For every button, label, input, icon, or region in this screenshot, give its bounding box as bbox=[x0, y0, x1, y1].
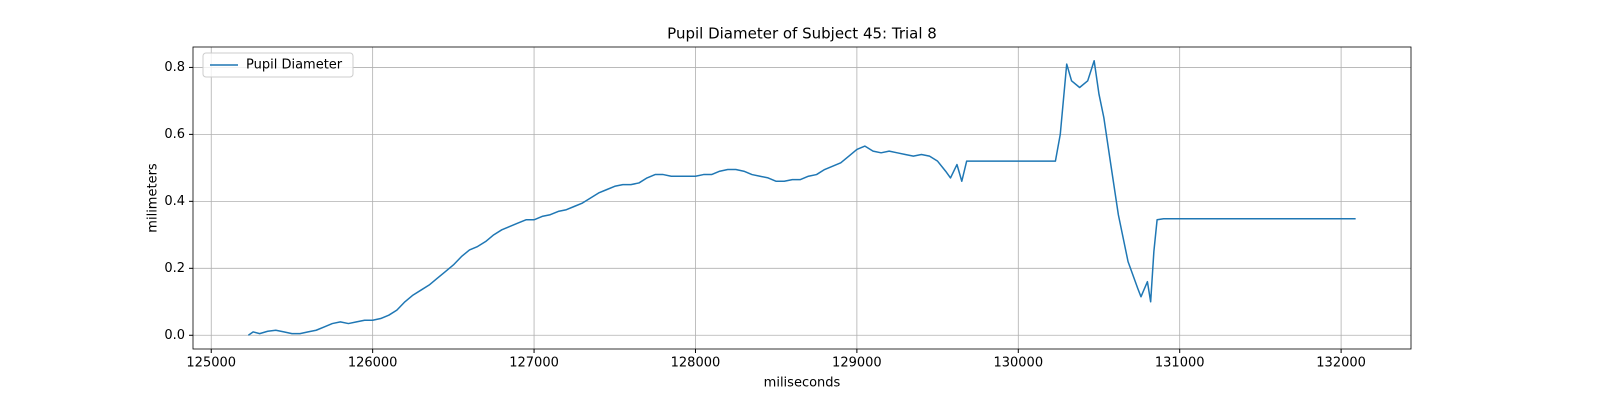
legend: Pupil Diameter bbox=[202, 52, 354, 78]
x-tick-label: 132000 bbox=[1316, 356, 1366, 371]
plot-frame bbox=[192, 46, 1412, 350]
y-axis-label: milimeters bbox=[146, 163, 161, 233]
x-tick-label: 126000 bbox=[348, 356, 398, 371]
x-tick-label: 131000 bbox=[1155, 356, 1205, 371]
data-line bbox=[247, 59, 1356, 336]
y-tick-label: 0.0 bbox=[164, 328, 185, 343]
x-tick-label: 130000 bbox=[993, 356, 1043, 371]
x-axis-label: miliseconds bbox=[764, 376, 841, 391]
y-tick-label: 0.6 bbox=[164, 127, 185, 142]
x-tick-label: 129000 bbox=[832, 356, 882, 371]
x-tick-label: 128000 bbox=[671, 356, 721, 371]
legend-box bbox=[202, 52, 354, 78]
y-tick-label: 0.4 bbox=[164, 194, 185, 209]
x-tick-label: 125000 bbox=[186, 356, 236, 371]
legend-label: Pupil Diameter bbox=[246, 58, 343, 73]
chart-title: Pupil Diameter of Subject 45: Trial 8 bbox=[667, 25, 937, 43]
y-tick-label: 0.2 bbox=[164, 261, 185, 276]
y-tick-label: 0.8 bbox=[164, 60, 185, 75]
x-tick-label: 127000 bbox=[509, 356, 559, 371]
